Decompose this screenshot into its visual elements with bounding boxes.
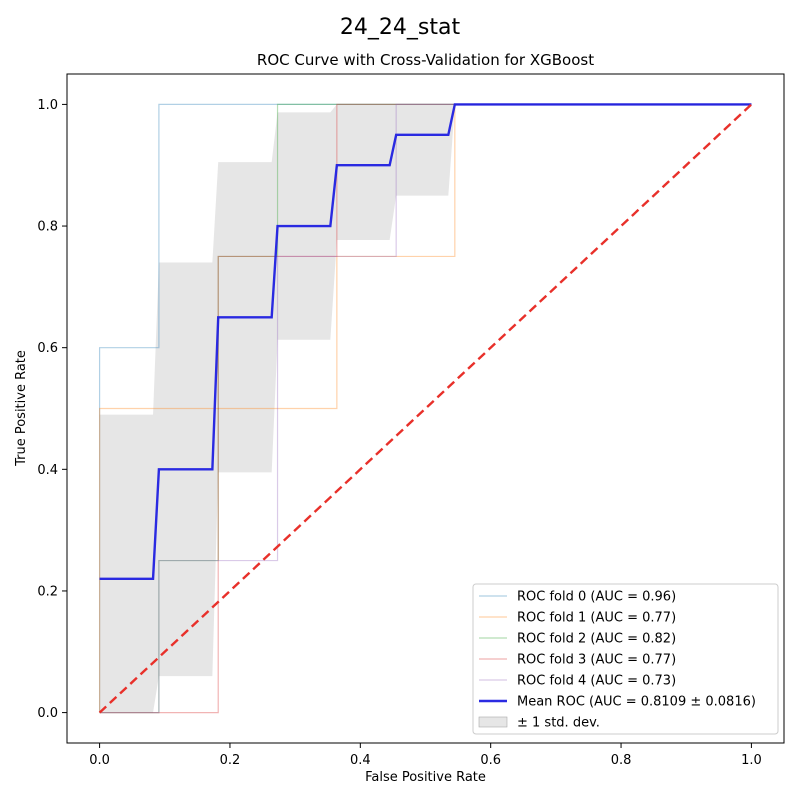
x-tick-label: 0.2 [220,753,241,768]
legend-entry: ROC fold 1 (AUC = 0.77) [517,611,676,626]
y-tick-label: 1.0 [37,98,58,113]
x-tick-label: 0.8 [611,753,632,768]
figure-suptitle: 24_24_stat [340,15,461,40]
roc-fold-4-line [99,103,752,714]
legend-entry: ROC fold 0 (AUC = 0.96) [517,590,676,605]
y-tick-label: 0.4 [37,463,58,478]
plot-series [98,103,753,714]
axes-frame [66,73,785,744]
plot-area [98,103,753,714]
roc-fold-3-line [99,103,752,714]
x-tick-label: 0.6 [480,753,501,768]
x-tick-label: 0.4 [350,753,371,768]
roc-fold-2-line [99,103,752,714]
legend-entry: Mean ROC (AUC = 0.8109 ± 0.0816) [517,695,756,710]
chance-line [98,103,753,714]
y-axis-label: True Positive Rate [14,350,29,467]
legend-box [472,583,779,735]
legend-entry: ROC fold 3 (AUC = 0.77) [517,653,676,668]
legend: ROC fold 0 (AUC = 0.96) ROC fold 1 (AUC =… [472,583,779,735]
y-tick-label: 0.8 [37,220,58,235]
mean-roc-line [99,103,752,580]
y-tick-label: 0.0 [37,706,58,721]
x-tick-label: 1.0 [741,753,762,768]
roc-fold-0-line [98,103,752,713]
legend-swatch-band [478,716,508,728]
y-tick-label: 0.6 [37,341,58,356]
legend-entry: ROC fold 4 (AUC = 0.73) [517,674,676,689]
legend-entry: ROC fold 2 (AUC = 0.82) [517,632,676,647]
axes: 0.0 0.2 0.4 0.6 0.8 1.0 0.0 0.2 0.4 0.6 0.8 1.0 [37,73,785,768]
chart-title: ROC Curve with Cross-Validation for XGBo… [257,51,594,69]
std-dev-band [99,104,752,713]
y-tick-label: 0.2 [37,584,58,599]
x-tick-label: 0.0 [89,753,110,768]
x-axis-label: False Positive Rate [365,770,486,785]
legend-entry-std-dev: ± 1 std. dev. [517,716,600,731]
